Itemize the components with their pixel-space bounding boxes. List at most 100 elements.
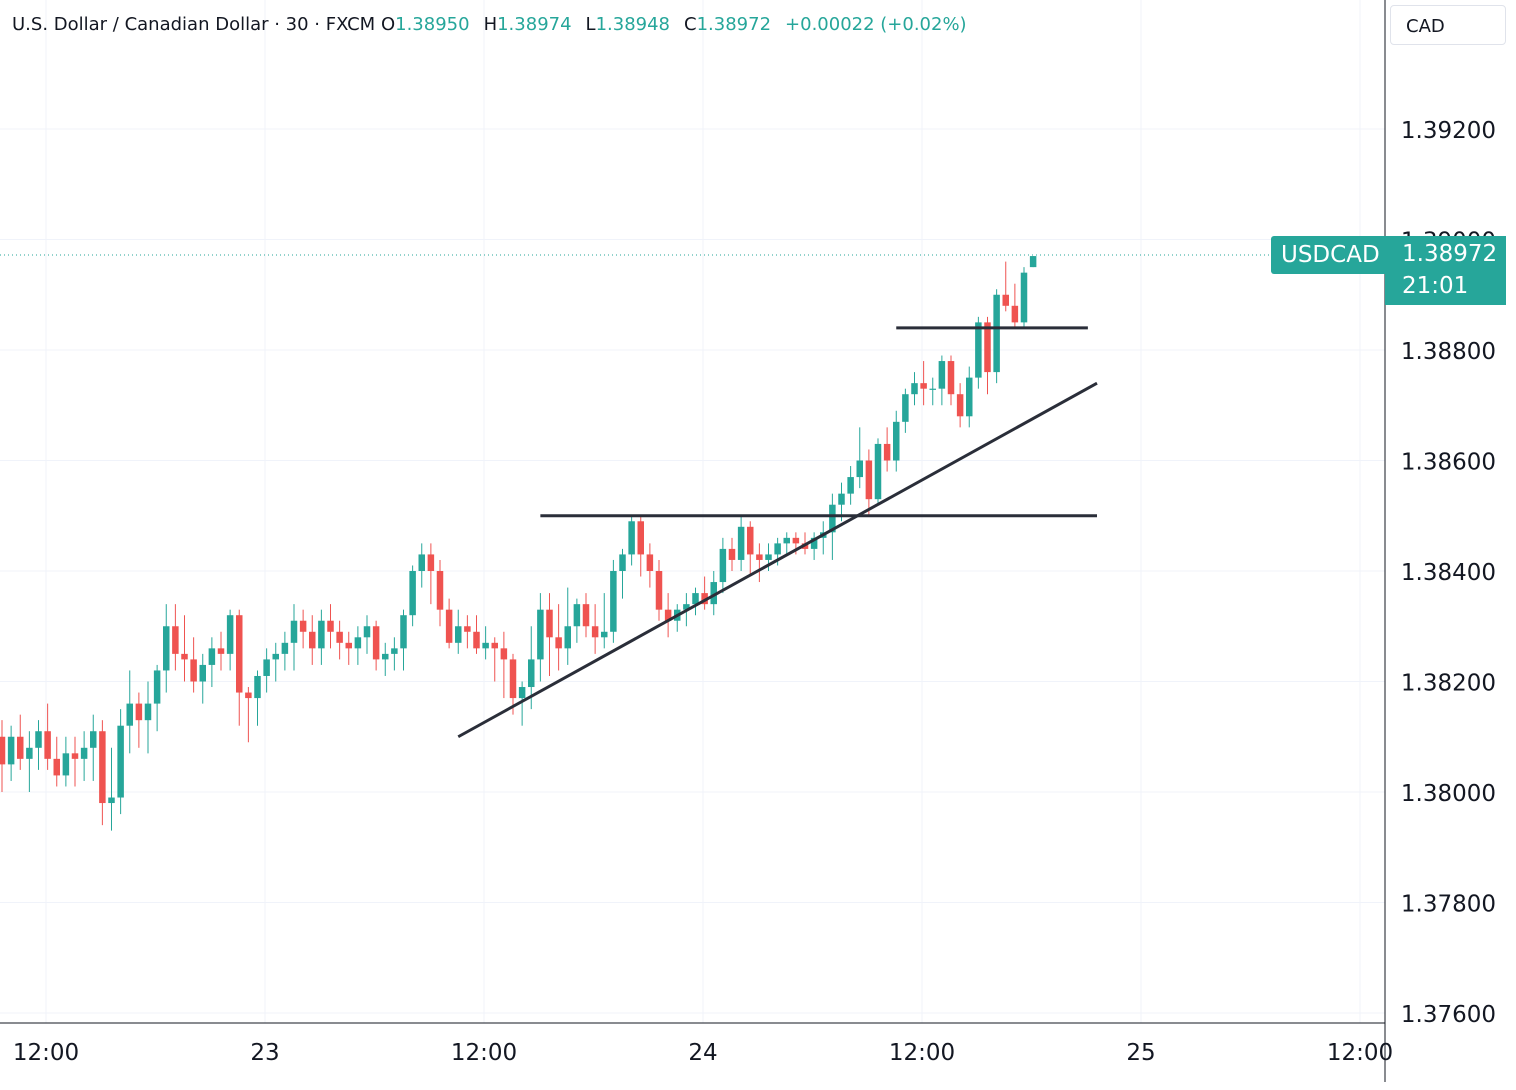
candle-body — [181, 653, 188, 660]
candle-body — [190, 659, 197, 682]
candle-body — [199, 664, 206, 682]
open-label: O — [380, 14, 396, 35]
candle-body — [163, 626, 170, 671]
candle-body — [318, 620, 325, 649]
candle-body — [144, 703, 152, 721]
candle-body — [537, 609, 544, 660]
candle-body — [26, 747, 33, 759]
price-tick-label: 1.38200 — [1401, 671, 1496, 697]
candle-body — [17, 736, 24, 759]
candle-body — [737, 526, 745, 560]
candle-body — [445, 609, 453, 643]
candle-body — [774, 543, 781, 555]
candle-body — [719, 548, 727, 583]
candle-body — [1011, 305, 1019, 323]
candle-body — [710, 582, 717, 605]
candle-body — [281, 642, 289, 654]
candle-body — [90, 731, 97, 748]
low-value: 1.38948 — [595, 14, 671, 35]
candle-body — [664, 609, 672, 621]
candle-body — [966, 377, 973, 417]
candle-body — [135, 703, 143, 721]
price-tick-label: 1.37800 — [1401, 892, 1496, 918]
time-tick-label: 24 — [688, 1040, 717, 1066]
candle-body — [591, 626, 599, 638]
candle-body — [1002, 294, 1009, 306]
candle-body — [993, 294, 1000, 373]
price-tick-label: 1.38800 — [1401, 339, 1496, 365]
currency-button[interactable]: CAD — [1390, 5, 1506, 45]
candle-body — [226, 615, 234, 654]
price-tick-label: 1.38400 — [1401, 560, 1496, 586]
candle-body — [99, 731, 106, 804]
close-label: C — [684, 14, 697, 35]
candle-body — [728, 548, 736, 560]
candle-body — [655, 571, 663, 610]
candle-body — [637, 521, 644, 555]
candle-body — [500, 648, 508, 660]
time-tick-label: 25 — [1126, 1040, 1155, 1066]
candle-body — [646, 554, 654, 571]
candle-body — [601, 631, 608, 638]
candle-body — [400, 615, 407, 649]
candle-body — [117, 725, 124, 798]
candle-body — [984, 322, 991, 373]
candle-body — [783, 537, 790, 544]
candle-body — [80, 747, 88, 759]
candle-body — [372, 626, 380, 660]
candle-body — [573, 604, 581, 627]
candle-body — [427, 554, 435, 571]
low-label: L — [585, 14, 596, 35]
candle-body — [829, 504, 836, 533]
candle-body — [491, 642, 498, 649]
candle-body — [473, 631, 480, 649]
candle-body — [947, 361, 955, 395]
candle-body — [838, 493, 845, 505]
last-price-value: 1.38972 — [1402, 241, 1498, 267]
close-value: 1.38972 — [696, 14, 772, 35]
candle-body — [482, 642, 489, 649]
candle-body — [628, 521, 635, 555]
candle-body — [874, 443, 882, 500]
candle-body — [765, 554, 772, 560]
candle-body — [172, 626, 179, 654]
candle-body — [920, 383, 927, 389]
candle-body — [108, 797, 115, 804]
time-tick-label: 12:00 — [451, 1040, 517, 1066]
candle-body — [683, 604, 690, 610]
change-value: +0.00022 (+0.02%) — [785, 14, 967, 35]
symbol-title[interactable]: U.S. Dollar / Canadian Dollar · 30 · FXC… — [12, 14, 376, 35]
candle-body — [518, 687, 526, 699]
candle-body — [7, 736, 15, 765]
candle-body — [53, 758, 60, 776]
candle-body — [44, 731, 51, 759]
candle-body — [208, 648, 216, 665]
time-tick-label: 12:00 — [889, 1040, 955, 1066]
candle-body — [883, 443, 891, 461]
candle-body — [546, 609, 553, 638]
price-tick-label: 1.39200 — [1401, 118, 1496, 144]
candle-body — [0, 736, 6, 765]
candle-body — [509, 659, 517, 699]
candle-body — [1029, 256, 1037, 268]
price-tick-label: 1.38600 — [1401, 450, 1496, 476]
candle-body — [391, 648, 398, 654]
candle-body — [236, 615, 243, 693]
candle-body — [756, 554, 763, 560]
candle-body — [153, 670, 161, 704]
candle-body — [847, 477, 854, 494]
price-tick-label: 1.38000 — [1401, 781, 1496, 807]
candle-body — [701, 593, 708, 605]
candle-body — [35, 731, 42, 748]
candle-body — [893, 421, 900, 461]
high-label: H — [483, 14, 498, 35]
candle-body — [126, 703, 133, 726]
price-tick-label: 1.37600 — [1401, 1002, 1496, 1028]
candle-body — [336, 631, 343, 643]
candle-body — [528, 659, 535, 688]
candle-body — [929, 388, 936, 390]
candle-body — [409, 571, 416, 616]
candle-body — [217, 648, 225, 654]
candle-body — [382, 653, 389, 660]
